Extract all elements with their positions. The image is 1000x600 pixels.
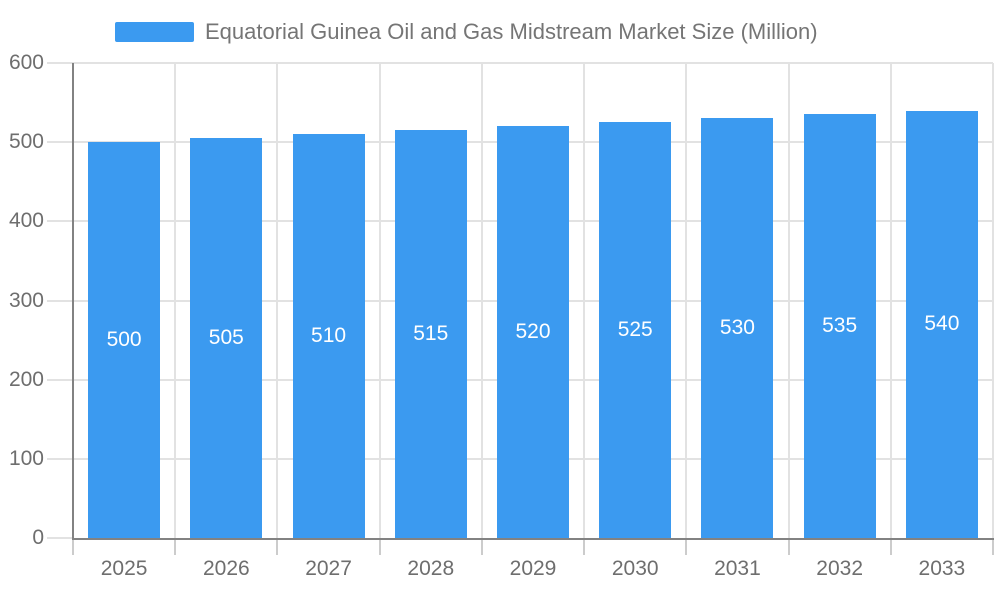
x-gridline	[174, 63, 177, 538]
y-axis-label: 300	[8, 288, 44, 312]
x-axis-tick	[992, 540, 994, 555]
bar-2029[interactable]: 520	[497, 126, 569, 538]
bar-value-label: 525	[617, 318, 653, 342]
x-axis-line	[72, 538, 994, 540]
x-axis-label: 2031	[714, 557, 761, 580]
y-axis-label: 100	[8, 446, 44, 470]
x-axis-tick	[378, 540, 381, 555]
x-axis-tick	[583, 540, 586, 555]
x-gridline	[992, 63, 994, 538]
x-gridline	[480, 63, 483, 538]
bar-value-label: 500	[106, 328, 142, 352]
x-axis-tick	[889, 540, 892, 555]
y-axis-label: 500	[8, 130, 44, 154]
x-gridline	[889, 63, 892, 538]
bar-value-label: 510	[311, 324, 347, 348]
bar-value-label: 535	[822, 314, 858, 338]
legend-swatch-icon	[115, 22, 194, 42]
bar-2025[interactable]: 500	[88, 142, 161, 538]
y-axis-tick	[47, 62, 73, 64]
bar-2032[interactable]: 535	[803, 114, 876, 538]
x-axis-tick	[480, 540, 483, 555]
bar-2030[interactable]: 525	[599, 122, 672, 538]
y-gridline	[73, 62, 993, 64]
y-axis-tick	[47, 378, 73, 381]
bar-value-label: 520	[515, 320, 551, 344]
x-axis-label: 2028	[407, 557, 455, 580]
bar-value-label: 540	[924, 312, 960, 336]
x-axis-label: 2029	[509, 557, 557, 580]
y-axis-label: 600	[8, 51, 44, 74]
x-axis-label: 2027	[305, 557, 352, 580]
y-axis-tick	[47, 537, 73, 539]
y-axis-label: 400	[8, 209, 44, 233]
x-axis-label: 2033	[918, 557, 966, 580]
x-gridline	[583, 63, 586, 538]
x-axis-tick	[276, 540, 279, 555]
x-axis-label: 2030	[611, 557, 659, 580]
x-gridline	[276, 63, 279, 538]
y-axis-tick	[47, 457, 73, 460]
x-gridline	[378, 63, 381, 538]
bar-value-label: 515	[413, 322, 449, 346]
y-axis-tick	[47, 141, 73, 144]
y-axis-tick	[47, 299, 73, 302]
y-axis-line	[72, 63, 74, 540]
x-axis-label: 2025	[100, 557, 148, 580]
bar-2028[interactable]: 515	[394, 130, 467, 538]
bar-2026[interactable]: 505	[190, 138, 263, 538]
x-axis-label: 2032	[816, 557, 864, 580]
legend-item[interactable]: Equatorial Guinea Oil and Gas Midstream …	[115, 19, 818, 44]
y-axis-tick	[47, 220, 73, 223]
x-gridline	[685, 63, 688, 538]
bar-value-label: 505	[208, 326, 244, 350]
x-axis-tick	[787, 540, 790, 555]
bar-2031[interactable]: 530	[701, 118, 774, 538]
bar-2027[interactable]: 510	[292, 134, 365, 538]
x-axis-label: 2026	[202, 557, 250, 580]
x-axis-tick	[685, 540, 688, 555]
y-axis-label: 0	[32, 526, 44, 549]
x-axis-tick	[72, 540, 74, 555]
bar-2033[interactable]: 540	[905, 110, 978, 538]
bar-value-label: 530	[719, 316, 755, 340]
x-axis-tick	[174, 540, 177, 555]
x-gridline	[787, 63, 790, 538]
y-axis-label: 200	[8, 367, 44, 391]
legend-label: Equatorial Guinea Oil and Gas Midstream …	[205, 19, 818, 44]
